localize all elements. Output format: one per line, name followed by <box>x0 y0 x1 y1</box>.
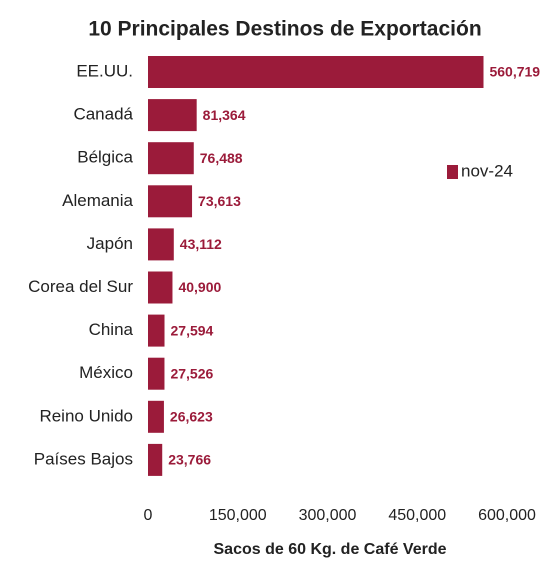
value-label: 560,719 <box>489 64 540 80</box>
value-label: 76,488 <box>200 150 243 166</box>
bar <box>148 56 484 88</box>
y-tick-label: China <box>89 320 134 339</box>
y-tick-label: Alemania <box>62 191 133 210</box>
bar <box>148 271 173 304</box>
y-tick-label: Reino Unido <box>39 406 133 425</box>
x-tick-label: 450,000 <box>388 507 446 524</box>
y-tick-label: Países Bajos <box>34 449 133 468</box>
value-label: 81,364 <box>203 107 246 123</box>
value-label: 27,526 <box>170 365 213 381</box>
chart-title: 10 Principales Destinos de Exportación <box>88 18 481 41</box>
bar <box>148 142 194 175</box>
value-label: 26,623 <box>170 409 213 425</box>
y-tick-label: Canadá <box>73 105 133 124</box>
value-label: 43,112 <box>180 236 222 252</box>
x-tick-label: 600,000 <box>478 507 536 524</box>
y-tick-label: Corea del Sur <box>28 277 133 296</box>
x-tick-label: 150,000 <box>209 507 267 524</box>
x-tick-label: 0 <box>144 507 153 524</box>
bar <box>148 357 165 390</box>
bar <box>148 443 163 476</box>
y-tick-label: México <box>79 363 133 382</box>
x-tick-label: 300,000 <box>299 507 357 524</box>
legend-label: nov-24 <box>461 161 513 180</box>
legend-swatch <box>447 165 458 179</box>
bar <box>148 314 165 347</box>
value-label: 27,594 <box>171 322 214 338</box>
x-axis-label: Sacos de 60 Kg. de Café Verde <box>214 541 447 558</box>
value-label: 40,900 <box>178 279 221 295</box>
bar <box>148 99 197 132</box>
value-label: 73,613 <box>198 193 241 209</box>
y-tick-label: EE.UU. <box>76 61 133 80</box>
bar <box>148 185 193 218</box>
y-tick-label: Japón <box>87 234 133 253</box>
y-tick-label: Bélgica <box>77 148 133 167</box>
value-label: 23,766 <box>168 452 211 468</box>
bar <box>148 228 174 261</box>
bar <box>148 400 164 433</box>
